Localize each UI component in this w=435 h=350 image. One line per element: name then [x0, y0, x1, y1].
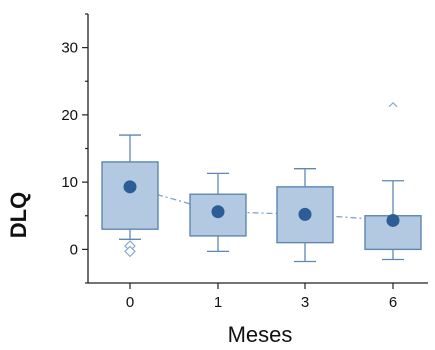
- x-tick-label: 3: [301, 294, 309, 311]
- x-axis-title: Meses: [228, 322, 293, 347]
- box-iqr: [101, 161, 159, 230]
- y-tick-label: 10: [61, 174, 78, 191]
- y-tick-label: 0: [70, 241, 78, 258]
- x-tick-label: 1: [214, 294, 222, 311]
- mean-marker: [123, 180, 137, 194]
- mean-marker: [298, 207, 312, 221]
- outlier-marker: [388, 101, 398, 108]
- x-tick-label: 0: [126, 294, 134, 311]
- mean-marker: [211, 205, 225, 219]
- outlier-marker: [124, 245, 136, 258]
- x-tick-label: 6: [389, 294, 397, 311]
- y-axis-title: DLQ: [6, 192, 31, 238]
- box-group-6: [364, 101, 422, 261]
- y-tick-label: 20: [61, 107, 78, 124]
- y-tick-label: 30: [61, 40, 78, 57]
- box-group-1: [189, 172, 247, 253]
- axes-layer: 0 10 20 30 0 1 3 6: [61, 13, 428, 311]
- box-group-3: [276, 168, 334, 263]
- mean-marker: [386, 213, 400, 227]
- boxes-layer: [101, 101, 422, 263]
- box-iqr: [276, 186, 334, 244]
- box-group-0: [101, 134, 159, 258]
- box-iqr: [189, 193, 247, 237]
- mean-trend-line: [129, 186, 394, 222]
